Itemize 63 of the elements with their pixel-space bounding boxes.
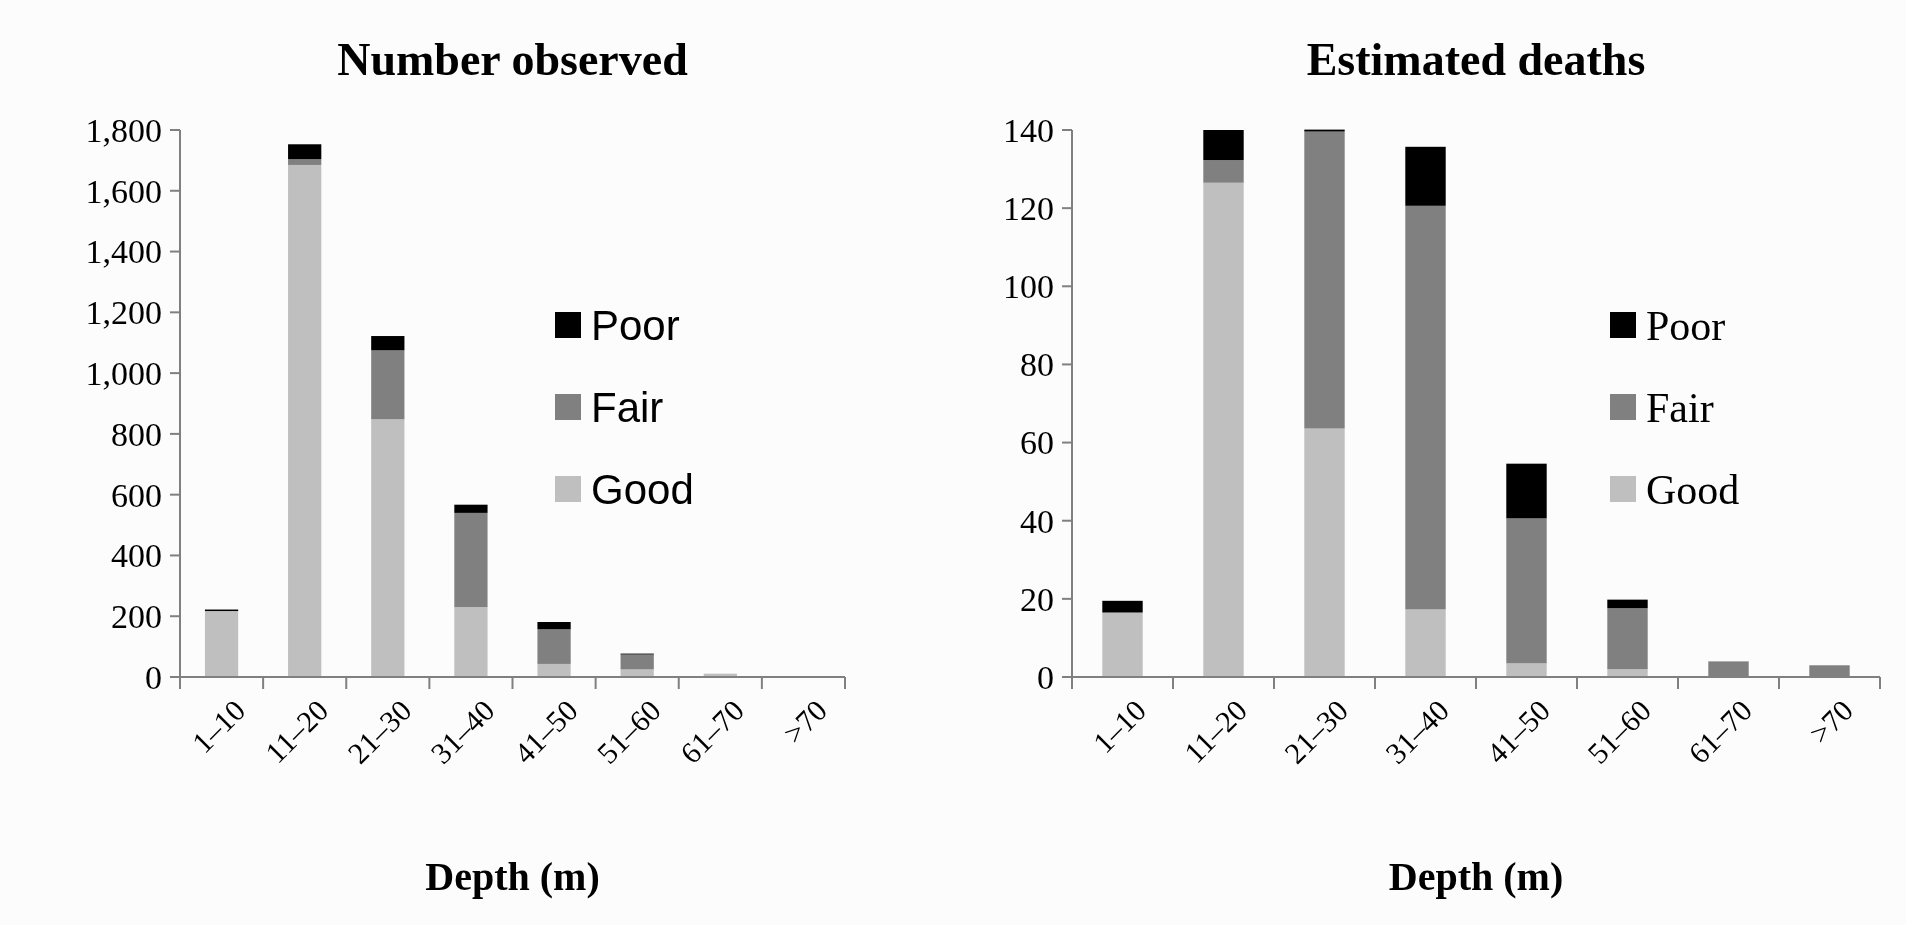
y-tick-label: 400	[111, 537, 162, 575]
y-tick-label: 200	[111, 598, 162, 636]
legend-label: Good	[591, 465, 694, 513]
y-tick-label: 0	[1037, 658, 1054, 696]
bar	[1304, 131, 1345, 429]
bar	[288, 144, 322, 160]
y-tick-label: 1,800	[85, 111, 162, 149]
bar	[1102, 612, 1143, 677]
y-tick-label: 20	[1020, 580, 1054, 618]
bar	[1304, 428, 1345, 677]
bar	[1607, 608, 1648, 670]
y-tick-label: 0	[145, 658, 162, 696]
y-tick-label: 140	[1003, 111, 1054, 149]
y-tick-label: 60	[1020, 424, 1054, 462]
bar	[537, 629, 571, 664]
legend-label: Poor	[591, 301, 680, 349]
bar	[537, 622, 571, 630]
bar	[1203, 160, 1244, 183]
bar	[1203, 130, 1244, 161]
y-tick-label: 800	[111, 415, 162, 453]
bar	[1506, 663, 1547, 677]
x-tick-label: 1–10	[185, 693, 252, 760]
y-tick-label: 80	[1020, 346, 1054, 384]
y-tick-label: 1,400	[85, 233, 162, 271]
bar	[620, 669, 654, 677]
bar	[1405, 609, 1446, 677]
bar	[204, 611, 239, 677]
chart-title: Estimated deaths	[1306, 34, 1646, 85]
x-tick-label: >70	[776, 693, 834, 750]
bar	[371, 336, 405, 351]
x-axis-title: Depth (m)	[1388, 854, 1564, 899]
bar	[1607, 599, 1648, 609]
x-tick-label: >70	[1802, 693, 1860, 750]
y-tick-label: 120	[1003, 190, 1054, 228]
y-tick-label: 600	[111, 476, 162, 514]
y-tick-label: 100	[1003, 268, 1054, 306]
y-tick-label: 1,600	[85, 172, 162, 210]
bar	[371, 419, 405, 677]
y-tick-label: 1,000	[85, 355, 162, 393]
bar	[1607, 669, 1648, 677]
legend-label: Fair	[591, 383, 664, 431]
bar	[620, 654, 654, 670]
bar	[454, 607, 488, 677]
bar	[1405, 146, 1446, 206]
bar	[288, 164, 322, 677]
chart-title: Number observed	[337, 34, 689, 85]
bar	[371, 350, 405, 420]
bar	[1102, 600, 1143, 613]
bar	[454, 512, 488, 608]
bar	[1405, 205, 1446, 610]
y-tick-label: 1,200	[85, 294, 162, 332]
legend-label: Good	[1646, 466, 1740, 513]
x-axis-title: Depth (m)	[425, 854, 600, 899]
bar	[1506, 463, 1547, 519]
bar	[288, 159, 322, 165]
bar	[537, 663, 571, 677]
legend-label: Poor	[1646, 302, 1726, 349]
bar	[454, 504, 488, 513]
bar	[1506, 518, 1547, 664]
y-tick-label: 40	[1020, 502, 1054, 540]
x-tick-label: 1–10	[1086, 693, 1153, 760]
legend-label: Fair	[1646, 384, 1714, 431]
bar	[1203, 182, 1244, 677]
